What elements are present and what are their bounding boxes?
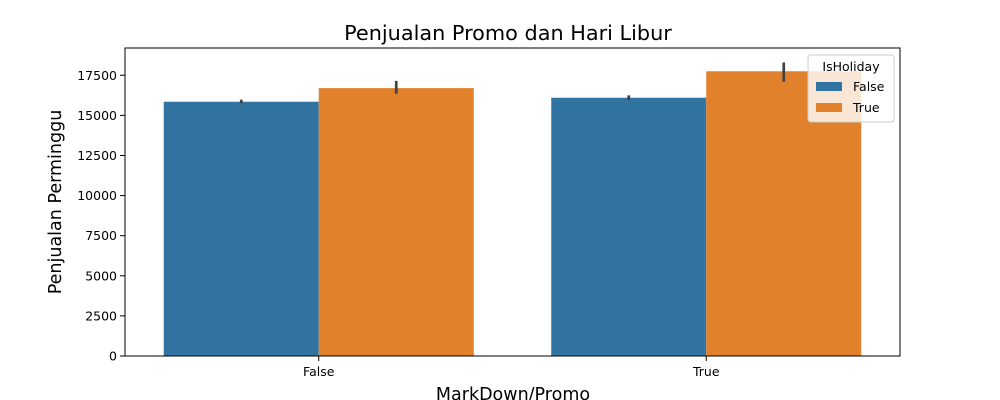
bar-false-true [551, 97, 707, 357]
x-tick-label: False [303, 364, 335, 379]
bar-false-false [163, 101, 319, 356]
error-bars-layer [239, 62, 786, 104]
y-tick-label: 17500 [77, 68, 117, 83]
legend: IsHoliday False True [807, 54, 895, 123]
bars-layer [163, 71, 862, 357]
y-tick-label: 0 [109, 349, 117, 364]
bar-true-false [318, 88, 474, 357]
legend-label: False [853, 79, 885, 94]
legend-swatch-true [816, 103, 842, 112]
y-tick-label: 15000 [77, 108, 117, 123]
y-axis-label: Penjualan Perminggu [46, 110, 66, 295]
y-axis: 0 2500 5000 7500 10000 12500 15000 17500 [77, 68, 125, 364]
legend-swatch-false [816, 82, 842, 91]
legend-title: IsHoliday [822, 59, 880, 74]
chart-title: Penjualan Promo dan Hari Libur [344, 21, 672, 45]
y-tick-label: 5000 [85, 268, 117, 283]
legend-label: True [852, 100, 880, 115]
y-tick-label: 2500 [85, 308, 117, 323]
y-tick-label: 10000 [77, 188, 117, 203]
x-axis-label: MarkDown/Promo [436, 385, 590, 400]
x-axis: False True [303, 356, 720, 379]
y-tick-label: 7500 [85, 228, 117, 243]
plot-frame [124, 47, 901, 357]
y-tick-label: 12500 [77, 148, 117, 163]
x-tick-label: True [692, 364, 720, 379]
